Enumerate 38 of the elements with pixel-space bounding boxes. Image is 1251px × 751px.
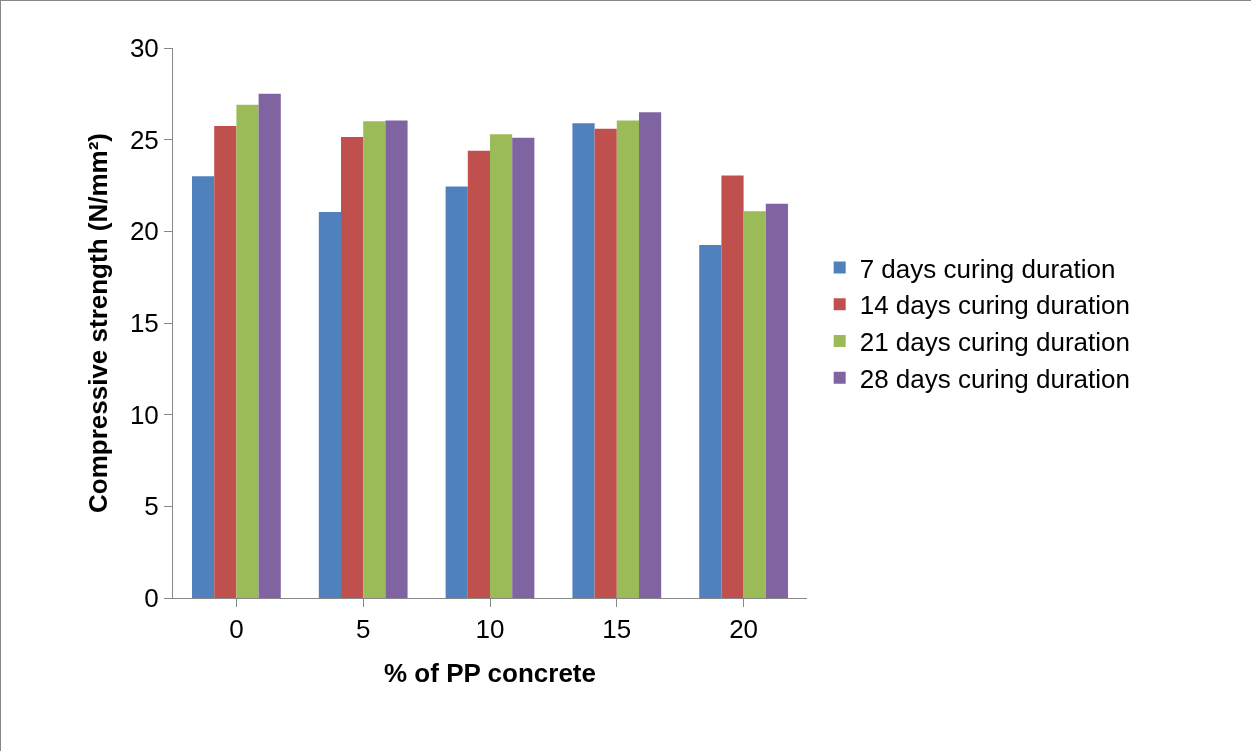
x-tick-label: 10 bbox=[475, 614, 505, 645]
bar bbox=[318, 212, 342, 598]
x-tick-label: 20 bbox=[729, 614, 759, 645]
bar bbox=[445, 186, 468, 598]
bar bbox=[512, 137, 535, 598]
y-tick-label: 30 bbox=[129, 33, 159, 64]
bar bbox=[467, 150, 490, 598]
legend-label: 21 days curing duration bbox=[859, 327, 1130, 358]
y-tick-label: 10 bbox=[129, 399, 159, 430]
y-tick-label: 0 bbox=[144, 583, 159, 614]
x-tick-label: 15 bbox=[602, 614, 632, 645]
y-tick-label: 25 bbox=[129, 124, 159, 155]
bar bbox=[363, 121, 386, 598]
bar bbox=[743, 211, 766, 598]
bar bbox=[721, 175, 744, 598]
x-tick-label: 0 bbox=[229, 614, 244, 645]
y-axis-title: Compressive strength (N/mm²) bbox=[83, 133, 114, 513]
bar bbox=[341, 136, 364, 598]
bar bbox=[616, 120, 639, 598]
y-tick-label: 15 bbox=[129, 308, 159, 339]
bar bbox=[258, 93, 281, 598]
bar bbox=[699, 245, 722, 598]
x-tick-label: 5 bbox=[355, 614, 371, 645]
y-tick-label: 20 bbox=[129, 216, 159, 247]
bar bbox=[236, 104, 259, 598]
legend-label: 14 days curing duration bbox=[859, 290, 1130, 321]
y-tick-label: 5 bbox=[144, 491, 159, 522]
x-axis-title: % of PP concrete bbox=[384, 657, 596, 688]
bar bbox=[490, 134, 513, 598]
bar bbox=[572, 123, 595, 598]
bar bbox=[638, 112, 662, 598]
bar bbox=[192, 176, 215, 598]
bar bbox=[594, 128, 617, 598]
bar bbox=[385, 120, 408, 598]
bar bbox=[214, 125, 237, 598]
legend-label: 28 days curing duration bbox=[859, 363, 1130, 394]
bar bbox=[765, 203, 788, 598]
legend-label: 7 days curing duration bbox=[859, 253, 1116, 284]
